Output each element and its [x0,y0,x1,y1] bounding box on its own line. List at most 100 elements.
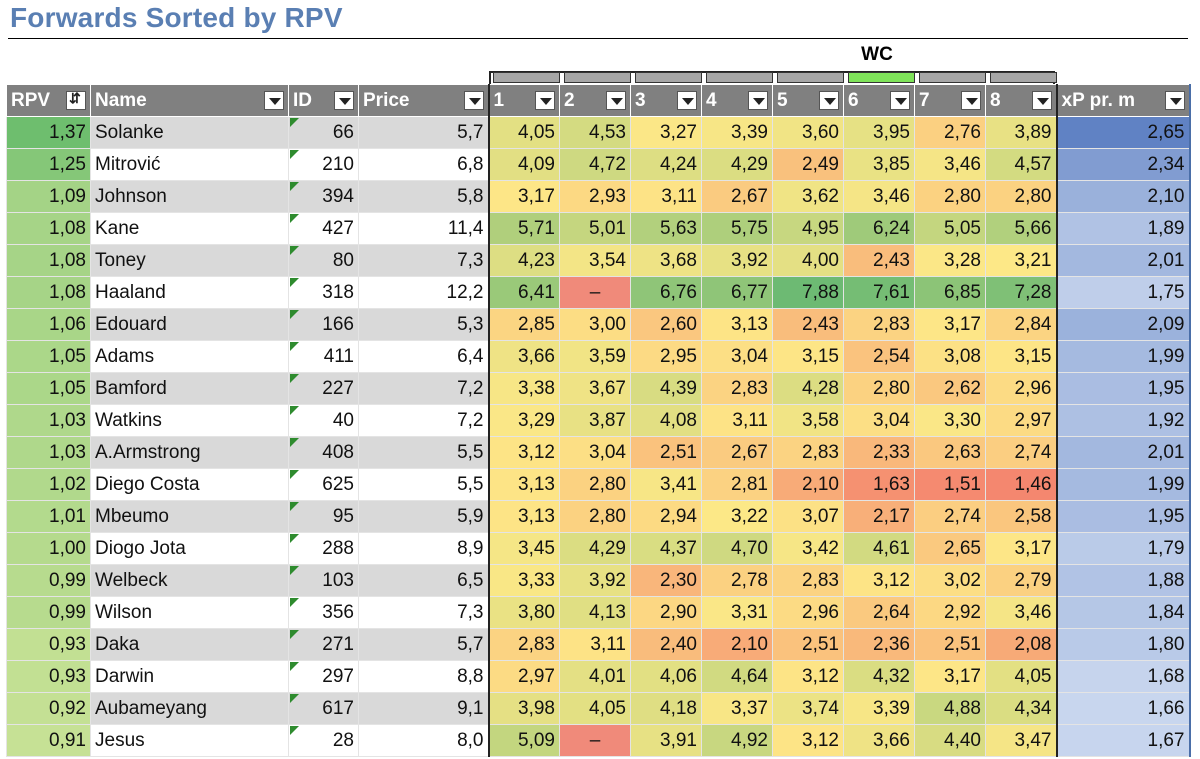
price-cell[interactable]: 5,5 [358,436,489,469]
gameweek-cell[interactable]: 1,63 [843,468,915,501]
gameweek-cell[interactable]: 3,12 [843,564,915,597]
gameweek-cell[interactable]: 3,92 [701,244,773,277]
gameweek-cell[interactable]: 4,08 [630,404,702,437]
price-cell[interactable]: 9,1 [358,692,489,725]
gameweek-cell[interactable]: 3,95 [843,116,915,149]
gameweek-cell[interactable]: 4,05 [559,692,631,725]
rpv-cell[interactable]: 1,06 [6,308,91,341]
gameweek-cell[interactable]: 2,30 [630,564,702,597]
gameweek-cell[interactable]: 2,33 [843,436,915,469]
gameweek-cell[interactable]: 3,37 [701,692,773,725]
id-cell[interactable]: 288 [288,532,359,565]
gameweek-cell[interactable]: 3,85 [843,148,915,181]
gameweek-cell[interactable]: 4,24 [630,148,702,181]
gameweek-cell[interactable]: 2,83 [843,308,915,341]
id-cell[interactable]: 271 [288,628,359,661]
gameweek-cell[interactable]: 2,80 [914,180,986,213]
price-cell[interactable]: 6,8 [358,148,489,181]
gameweek-cell[interactable]: 3,41 [630,468,702,501]
filter-dropdown-icon[interactable] [606,91,626,110]
gameweek-cell[interactable]: 3,02 [914,564,986,597]
id-cell[interactable]: 617 [288,692,359,725]
gameweek-cell[interactable]: 2,83 [772,436,844,469]
gameweek-cell[interactable]: 2,83 [772,564,844,597]
gameweek-cell[interactable]: 4,06 [630,660,702,693]
name-cell[interactable]: Mbeumo [90,500,289,533]
gameweek-cell[interactable]: 2,62 [914,372,986,405]
name-cell[interactable]: Edouard [90,308,289,341]
xp-cell[interactable]: 1,99 [1056,468,1191,501]
rpv-cell[interactable]: 1,05 [6,340,91,373]
gameweek-cell[interactable]: 6,41 [487,276,560,309]
price-cell[interactable]: 7,3 [358,244,489,277]
gameweek-cell[interactable]: 7,88 [772,276,844,309]
gameweek-cell[interactable]: 2,78 [701,564,773,597]
gameweek-cell[interactable]: 3,68 [630,244,702,277]
gameweek-cell[interactable]: 3,17 [985,532,1058,565]
gameweek-cell[interactable]: 3,39 [843,692,915,725]
gameweek-cell[interactable]: 5,71 [487,212,560,245]
gameweek-cell[interactable]: 3,17 [914,660,986,693]
gameweek-cell[interactable]: 3,59 [559,340,631,373]
filter-dropdown-icon[interactable] [1164,91,1185,110]
gameweek-cell[interactable]: 2,96 [985,372,1058,405]
id-cell[interactable]: 40 [288,404,359,437]
gameweek-cell[interactable]: – [559,724,631,757]
gameweek-cell[interactable]: 7,61 [843,276,915,309]
gameweek-cell[interactable]: 3,11 [701,404,773,437]
rpv-cell[interactable]: 1,37 [6,116,91,149]
gameweek-cell[interactable]: 3,27 [630,116,702,149]
gameweek-cell[interactable]: 2,54 [843,340,915,373]
gameweek-cell[interactable]: 3,04 [701,340,773,373]
gameweek-cell[interactable]: 3,29 [487,404,560,437]
gameweek-cell[interactable]: 2,10 [772,468,844,501]
gameweek-cell[interactable]: 4,29 [701,148,773,181]
filter-dropdown-icon[interactable] [334,91,354,110]
gameweek-cell[interactable]: 4,57 [985,148,1058,181]
rpv-cell[interactable]: 1,09 [6,180,91,213]
gameweek-cell[interactable]: 2,80 [985,180,1058,213]
gameweek-cell[interactable]: 3,28 [914,244,986,277]
gameweek-cell[interactable]: 6,85 [914,276,986,309]
price-cell[interactable]: 6,4 [358,340,489,373]
gameweek-cell[interactable]: 2,51 [914,628,986,661]
xp-cell[interactable]: 2,01 [1056,244,1191,277]
gameweek-cell[interactable]: 4,39 [630,372,702,405]
gameweek-cell[interactable]: 4,28 [772,372,844,405]
rpv-cell[interactable]: 1,02 [6,468,91,501]
price-cell[interactable]: 5,5 [358,468,489,501]
gameweek-cell[interactable]: 3,13 [487,468,560,501]
gameweek-cell[interactable]: 3,46 [843,180,915,213]
filter-dropdown-icon[interactable] [463,91,484,110]
gameweek-cell[interactable]: 4,09 [487,148,560,181]
id-cell[interactable]: 427 [288,212,359,245]
id-cell[interactable]: 66 [288,116,359,149]
price-cell[interactable]: 6,5 [358,564,489,597]
xp-cell[interactable]: 2,65 [1056,116,1191,149]
xp-cell[interactable]: 1,92 [1056,404,1191,437]
id-cell[interactable]: 297 [288,660,359,693]
gameweek-cell[interactable]: 3,66 [843,724,915,757]
gameweek-cell[interactable]: 2,10 [701,628,773,661]
name-cell[interactable]: Welbeck [90,564,289,597]
gameweek-cell[interactable]: 7,28 [985,276,1058,309]
gameweek-cell[interactable]: 2,84 [985,308,1058,341]
gameweek-cell[interactable]: 3,22 [701,500,773,533]
gameweek-cell[interactable]: 6,24 [843,212,915,245]
gameweek-cell[interactable]: 4,34 [985,692,1058,725]
gameweek-cell[interactable]: 4,00 [772,244,844,277]
rpv-cell[interactable]: 1,01 [6,500,91,533]
gameweek-cell[interactable]: 2,83 [701,372,773,405]
gameweek-cell[interactable]: 4,18 [630,692,702,725]
gameweek-cell[interactable]: 3,13 [487,500,560,533]
gameweek-cell[interactable]: 1,46 [985,468,1058,501]
gameweek-cell[interactable]: 2,51 [630,436,702,469]
price-cell[interactable]: 8,9 [358,532,489,565]
gameweek-cell[interactable]: 3,45 [487,532,560,565]
rpv-cell[interactable]: 0,93 [6,628,91,661]
id-cell[interactable]: 318 [288,276,359,309]
gameweek-cell[interactable]: 5,05 [914,212,986,245]
gameweek-cell[interactable]: 2,65 [914,532,986,565]
gameweek-cell[interactable]: 3,15 [772,340,844,373]
gameweek-cell[interactable]: 5,63 [630,212,702,245]
